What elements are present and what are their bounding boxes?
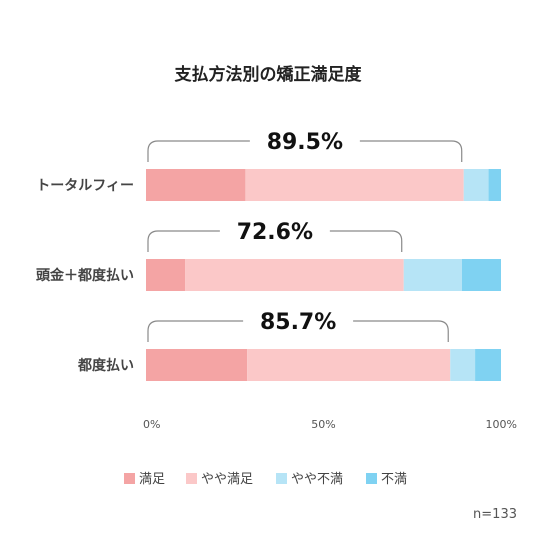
bracket-line [353,320,449,342]
legend-swatch [124,473,135,484]
chart-title: 支払方法別の矯正満足度 [175,64,363,85]
x-axis: 0% 50% 100% [143,418,517,431]
bar-segment [146,259,186,291]
category-label: 都度払い [77,357,134,374]
x-tick-label: 100% [486,418,517,431]
legend-swatch [276,473,287,484]
bar-segment [146,349,248,381]
bar-segment [146,169,246,201]
x-tick-label: 50% [311,418,335,431]
bracket-line [147,230,220,252]
bar-segment [245,169,464,201]
bars-layer [146,169,501,381]
satisfaction-total-label: 85.7% [260,310,336,335]
legend-swatch [366,473,377,484]
bar-segment [450,349,476,381]
bracket-line [147,140,250,162]
bar-segment [475,349,501,381]
bar-segment [185,259,404,291]
labels-layer: トータルフィー 89.5% 頭金＋都度払い 72.6% 都度払い 85.7% [36,130,463,374]
legend-label: やや満足 [201,472,253,487]
bar-segment [463,169,489,201]
bar-segment [461,259,501,291]
satisfaction-total-label: 89.5% [267,130,343,155]
legend-label: やや不満 [291,472,343,487]
bracket-line [147,320,244,342]
legend-label: 不満 [381,472,407,487]
bar-segment [403,259,462,291]
category-label: トータルフィー [36,178,134,194]
legend: 満足 やや満足 やや不満 不満 [124,472,407,487]
sample-size-note: n=133 [473,507,517,522]
bar-segment [247,349,451,381]
x-tick-label: 0% [143,418,160,431]
bracket-line [359,140,463,162]
bracket-line [329,230,403,252]
legend-label: 満足 [139,472,165,487]
category-label: 頭金＋都度払い [36,267,134,284]
satisfaction-total-label: 72.6% [237,220,313,245]
bar-segment [488,169,501,201]
legend-swatch [186,473,197,484]
